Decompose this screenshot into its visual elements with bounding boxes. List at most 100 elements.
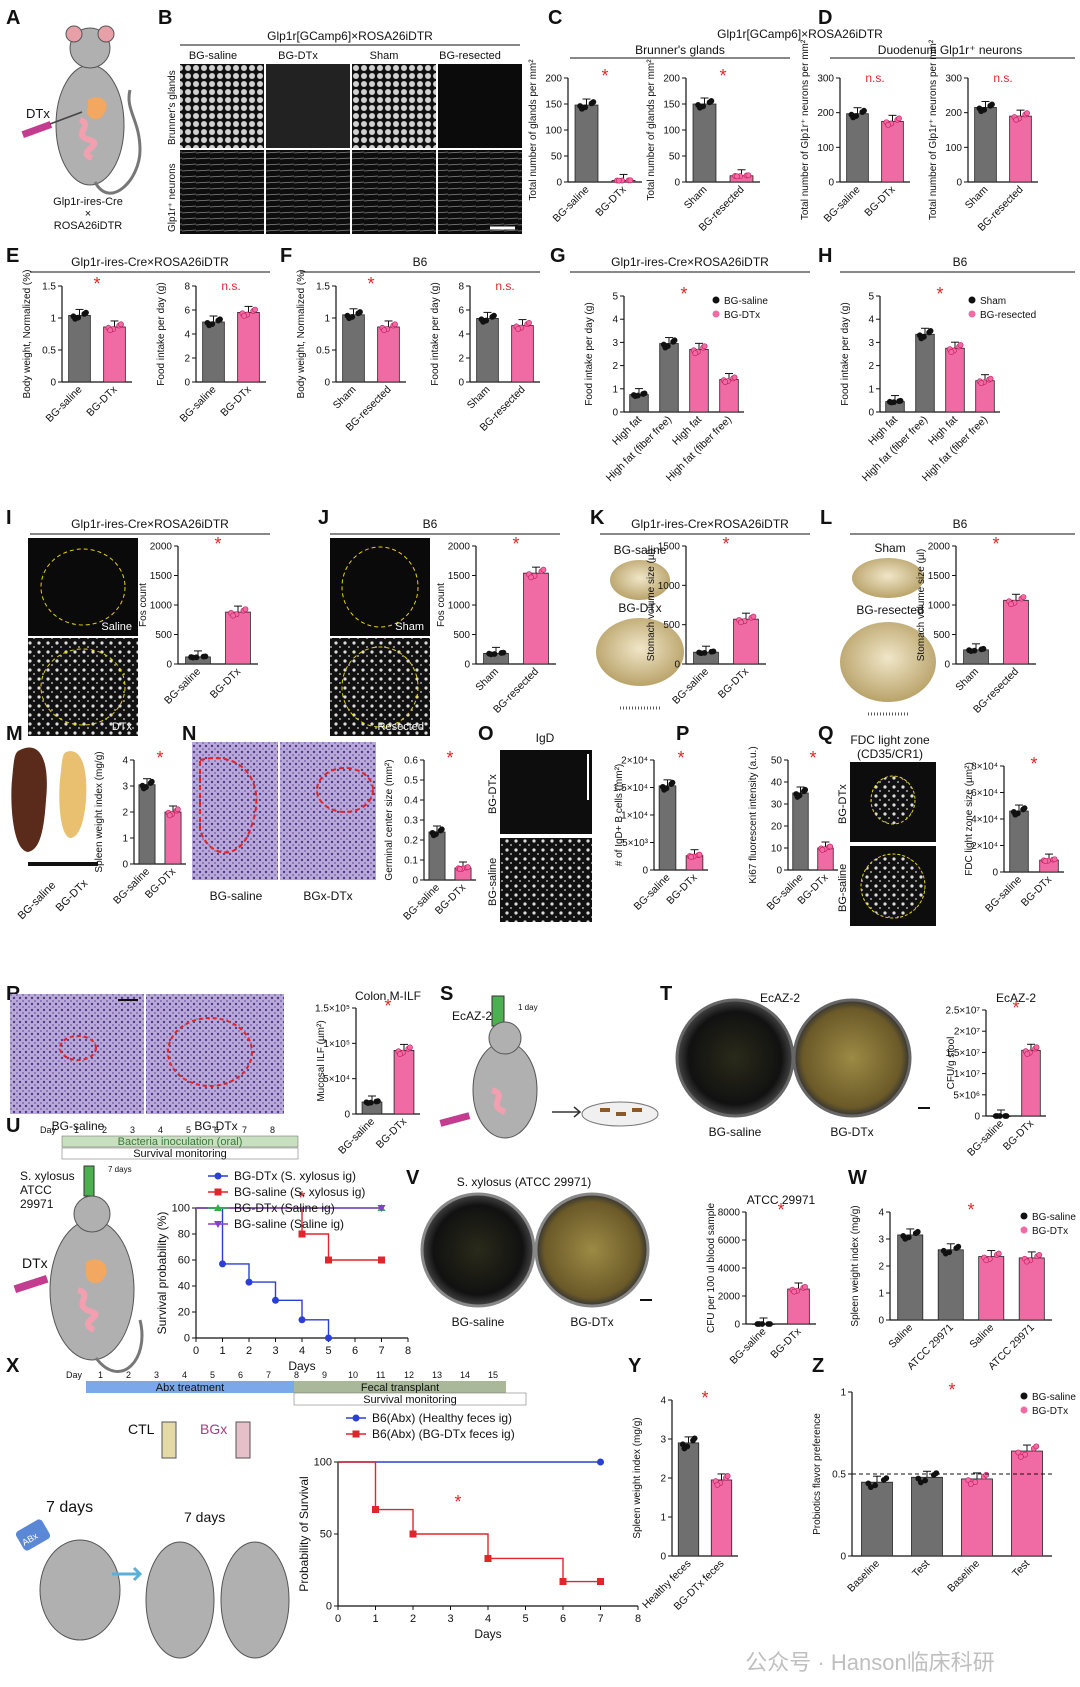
y-tick-label: 200 (817, 108, 834, 119)
significance-marker: * (1030, 754, 1037, 774)
x-tick-label: 4 (485, 1613, 491, 1625)
y-tick-label: 0 (944, 660, 950, 671)
x-7days-b: 7 days (184, 1509, 225, 1525)
legend-label: BG-resected (980, 310, 1036, 321)
y-tick-label: 0 (612, 408, 618, 419)
i-title: Glp1r-ires-Cre×ROSA26iDTR (71, 517, 229, 531)
panel-x-schematic: Day 1 2 3 4 5 6 7 8 9 10 11 12 13 14 15 … (15, 1370, 527, 1659)
data-point (488, 651, 494, 658)
y-tick-label: 0 (184, 378, 190, 389)
data-point (392, 321, 398, 328)
data-point (867, 1484, 874, 1491)
x-tick-label: BG-saline (983, 874, 1024, 915)
q-lz-saline (860, 853, 926, 919)
chart-title: ATCC 29971 (747, 1193, 816, 1207)
significance-marker: * (677, 748, 684, 768)
data-point (722, 379, 729, 385)
panel-label-e: E (6, 245, 19, 267)
chart-Z: 0 0.5 1 Baseline Test Baseline Test Probiotics … (812, 1380, 1076, 1595)
bar (523, 572, 549, 665)
o-img-dtx (500, 750, 592, 834)
series-marker (298, 1230, 306, 1238)
cd-title: Glp1r[GCamp6]×ROSA26iDTR (717, 27, 883, 41)
data-point (983, 1257, 990, 1264)
bar (846, 113, 869, 183)
legend-label: BG-DTx (724, 310, 760, 321)
chart-K: 0 500 1000 1500 BG-saline BG-DTx Stomach volum… (646, 534, 766, 707)
data-point (346, 315, 353, 322)
u-mouse-body (49, 1219, 135, 1361)
y-tick-label: 300 (945, 74, 962, 85)
legend-U: BG-DTx (S. xylosus ig) BG-saline (S. xylo… (208, 1169, 365, 1231)
bar (937, 1249, 964, 1321)
data-point (407, 1044, 413, 1051)
x-tick-label: 1 (219, 1345, 225, 1357)
data-point (681, 1445, 688, 1452)
k-stomach-dtx (596, 618, 684, 686)
legend-label: BG-saline (1032, 1392, 1076, 1403)
y-tick-label: 300 (817, 74, 834, 85)
y-tick-label: 1500 (448, 571, 471, 582)
data-point (696, 851, 703, 858)
t-plate-dtx (792, 998, 912, 1118)
data-point (994, 1113, 1001, 1119)
data-point (692, 350, 699, 357)
q-row-2: BG-saline (837, 864, 849, 912)
b-col-2: BG-DTx (278, 50, 318, 62)
bar (787, 1288, 810, 1325)
data-point (917, 1479, 924, 1486)
y-axis-label: Stomach volume size (µl) (916, 549, 927, 661)
e-title: Glp1r-ires-Cre×ROSA26iDTR (71, 255, 229, 269)
y-tick-label: 1.5×10⁵ (315, 1004, 350, 1015)
data-point (914, 1228, 921, 1235)
y-tick-label: 100 (817, 143, 834, 154)
x-tick-label: BG-DTx (593, 183, 629, 219)
x-bar-3-label: Survival monitoring (363, 1394, 457, 1406)
data-point (107, 327, 114, 334)
bar (692, 103, 717, 183)
legend-label: BG-saline (Saline ig) (234, 1217, 344, 1231)
data-point (671, 337, 678, 344)
x-tick-label: BG-DTx (768, 1325, 804, 1361)
chart-T: 0 5×10⁶ 1×10⁷ 1.5×10⁷ 2×10⁷ 2.5×10⁷ BG-salineB… (946, 991, 1046, 1159)
data-point (819, 846, 826, 853)
u-strain-1: S. xylosus (20, 1169, 75, 1183)
x-tick-label: Test (910, 1558, 932, 1580)
x-tick-label: 0 (193, 1345, 199, 1357)
t-img-label-1: BG-saline (709, 1125, 762, 1139)
y-tick-label: 0 (458, 378, 464, 389)
legend-label: BG-DTx (S. xylosus ig) (234, 1169, 356, 1183)
y-tick-label: 1000 (658, 581, 681, 592)
mouse-body (55, 64, 125, 186)
bar (915, 333, 935, 413)
bar (1003, 599, 1029, 665)
u-dtx-label: DTx (22, 1255, 48, 1271)
m-spleen-dtx (59, 751, 87, 838)
legend-marker (1020, 1212, 1028, 1220)
chart-title: EcAZ-2 (996, 991, 1036, 1005)
series-line (196, 1207, 382, 1261)
y-tick-label: 0.5 (316, 346, 330, 357)
y-axis-label: Spleen weight index (mg/g) (850, 1205, 861, 1326)
legend-marker (968, 310, 976, 318)
data-point (1051, 856, 1058, 863)
x-tick-label: BG-saline (728, 1326, 769, 1367)
d-subtitle: Duodenum Glp1r⁺ neurons (878, 43, 1022, 57)
data-point (480, 318, 487, 325)
series-marker (377, 1205, 386, 1212)
y-tick-label: 1.5 (42, 282, 56, 293)
data-point (202, 653, 209, 660)
y-axis-label: Ki67 fluorescent intensity (a.u.) (748, 746, 759, 883)
y-tick-label: 4 (878, 1208, 884, 1219)
significance-marker: n.s. (865, 71, 884, 85)
data-point (1024, 1051, 1031, 1057)
x-tick-label: 5 (522, 1613, 528, 1625)
y-tick-label: 1×10⁴ (621, 811, 648, 822)
legend-marker (214, 1172, 222, 1180)
f-title: B6 (413, 255, 428, 269)
j-outline-sham (341, 546, 419, 628)
bar (138, 784, 156, 865)
